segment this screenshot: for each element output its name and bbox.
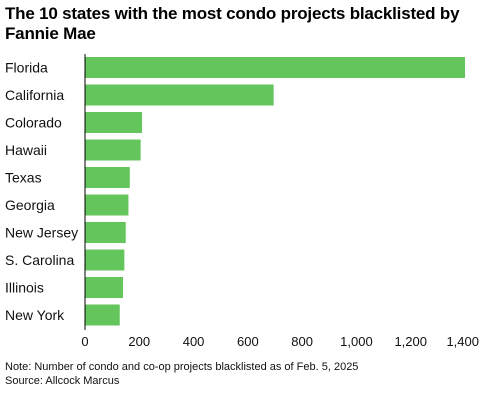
category-label-hawaii: Hawaii	[5, 142, 47, 158]
x-tick-labels: 0 200 400 600 800 1,000 1,200 1,400	[81, 334, 479, 349]
chart-note: Note: Number of condo and co-op projects…	[5, 361, 359, 373]
category-label-georgia: Georgia	[5, 197, 55, 213]
bar-florida	[85, 57, 465, 78]
bar-georgia	[85, 194, 129, 216]
category-labels: Florida California Colorado Hawaii Texas Geor…	[5, 60, 78, 324]
bar-texas	[85, 167, 130, 188]
x-tick-label: 0	[81, 334, 88, 349]
x-tick-label: 400	[183, 334, 205, 349]
x-tick-label: 1,000	[340, 334, 373, 349]
x-tick-label: 600	[237, 334, 259, 349]
bar-illinois	[85, 277, 123, 298]
category-label-colorado: Colorado	[5, 115, 62, 131]
category-label-new-york: New York	[5, 307, 65, 323]
bar-california	[85, 84, 274, 106]
x-tick-label: 800	[291, 334, 313, 349]
bar-s-carolina	[85, 249, 125, 271]
bar-hawaii	[85, 139, 141, 161]
category-label-s-carolina: S. Carolina	[5, 252, 74, 268]
bars	[85, 57, 465, 326]
bar-new-york	[85, 304, 120, 326]
bar-colorado	[85, 112, 142, 133]
category-label-texas: Texas	[5, 170, 42, 186]
chart-source: Source: Allcock Marcus	[5, 375, 120, 387]
bar-chart: Florida California Colorado Hawaii Texas Geor…	[5, 54, 479, 349]
category-label-new-jersey: New Jersey	[5, 225, 78, 241]
chart-title: The 10 states with the most condo projec…	[5, 4, 460, 43]
category-label-illinois: Illinois	[5, 280, 44, 296]
category-label-florida: Florida	[5, 60, 48, 76]
bar-new-jersey	[85, 222, 126, 243]
x-tick-label: 1,400	[446, 334, 479, 349]
category-label-california: California	[5, 87, 64, 103]
x-tick-label: 200	[128, 334, 150, 349]
x-tick-label: 1,200	[394, 334, 427, 349]
